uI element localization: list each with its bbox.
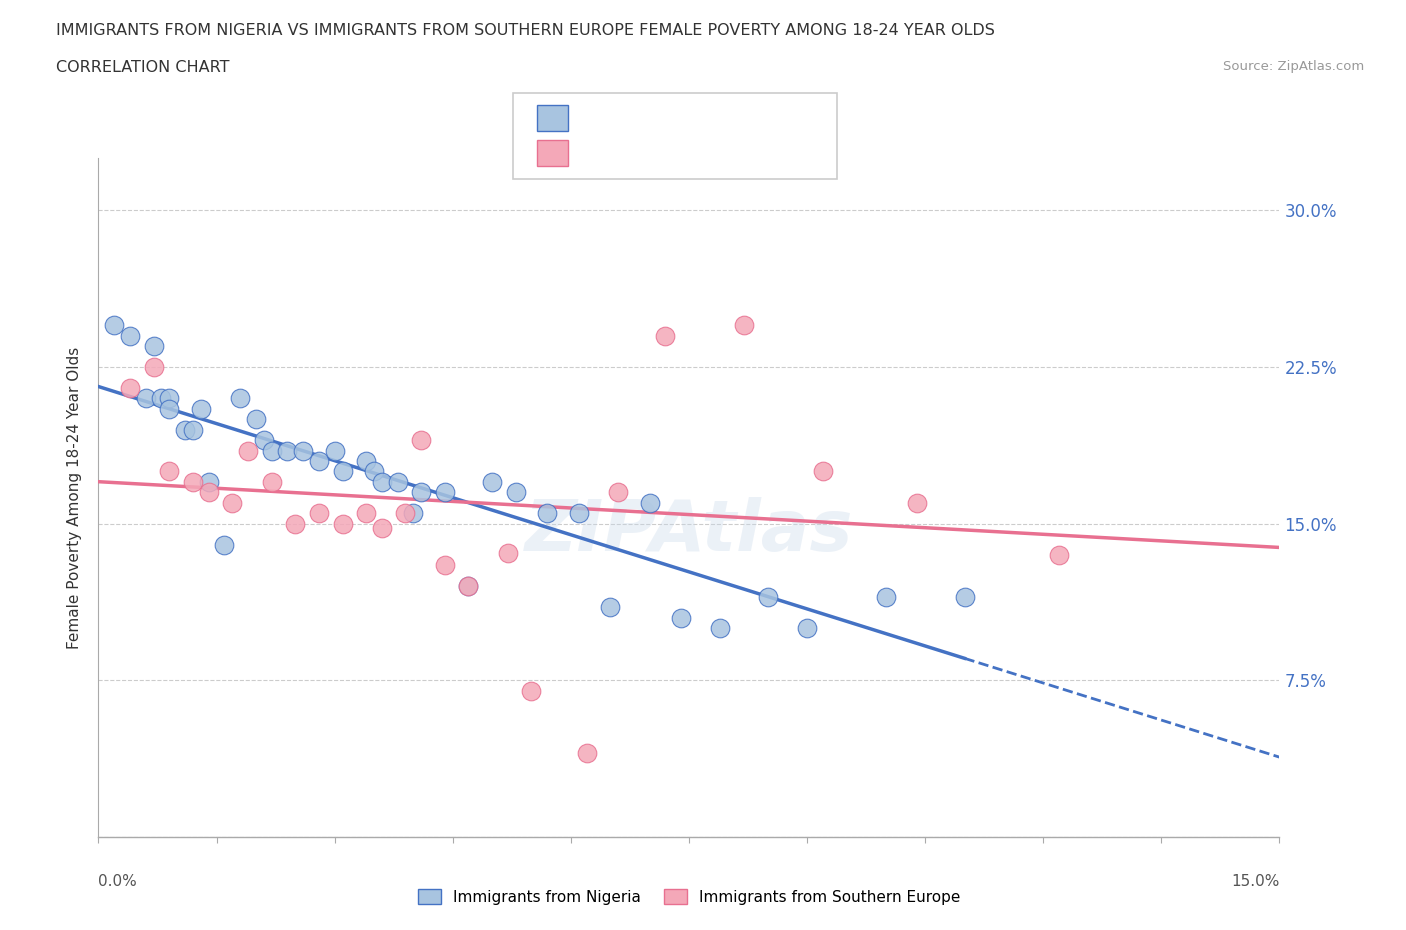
Point [457,578,479,593]
Point [174,422,197,437]
Point [214,538,236,552]
Point [308,506,330,521]
Text: 41: 41 [703,111,725,126]
Point [387,474,409,489]
Text: N =: N = [675,146,711,161]
Point [142,360,165,375]
Point [536,506,558,521]
Y-axis label: Female Poverty Among 18-24 Year Olds: Female Poverty Among 18-24 Year Olds [67,347,83,649]
Text: CORRELATION CHART: CORRELATION CHART [56,60,229,75]
Point [150,391,173,405]
Point [253,432,276,447]
Point [157,464,180,479]
Point [411,485,433,499]
Point [260,474,283,489]
Point [284,516,307,531]
Text: N =: N = [675,111,711,126]
Point [756,590,779,604]
Point [654,328,676,343]
Point [197,474,219,489]
Point [236,443,259,458]
Point [135,391,157,405]
Point [181,474,204,489]
Point [568,506,591,521]
Point [323,443,346,458]
Text: Source: ZipAtlas.com: Source: ZipAtlas.com [1223,60,1364,73]
Point [394,506,416,521]
Point [181,422,204,437]
Text: 15.0%: 15.0% [1232,874,1279,889]
Point [118,328,141,343]
Point [811,464,834,479]
Point [197,485,219,499]
Point [875,590,897,604]
Point [905,496,928,511]
Point [599,600,621,615]
Point [1047,548,1070,563]
Text: 26: 26 [703,146,725,161]
Point [190,402,212,417]
Point [245,412,267,427]
Point [363,464,385,479]
Point [260,443,283,458]
Point [157,391,180,405]
Point [457,578,479,593]
Point [669,610,692,625]
Point [733,318,755,333]
Point [575,746,598,761]
Point [276,443,298,458]
Point [402,506,425,521]
Point [953,590,976,604]
Text: R =: R = [579,111,614,126]
Text: R =: R = [579,146,614,161]
Point [332,464,354,479]
Text: -0.291: -0.291 [610,111,668,126]
Point [142,339,165,353]
Point [354,506,377,521]
Text: 0.0%: 0.0% [98,874,138,889]
Point [411,432,433,447]
Point [354,454,377,469]
Point [157,402,180,417]
Point [481,474,503,489]
Point [505,485,527,499]
Text: ZIPAtlas: ZIPAtlas [524,497,853,566]
Text: 0.115: 0.115 [610,146,666,161]
Point [292,443,315,458]
Point [796,620,818,635]
Point [118,380,141,395]
Point [221,496,243,511]
Legend: Immigrants from Nigeria, Immigrants from Southern Europe: Immigrants from Nigeria, Immigrants from… [412,883,966,910]
Point [332,516,354,531]
Point [308,454,330,469]
Point [607,485,630,499]
Point [371,521,394,536]
Point [371,474,394,489]
Point [638,496,661,511]
Point [496,546,519,561]
Point [520,684,543,698]
Point [433,485,456,499]
Point [433,558,456,573]
Point [709,620,731,635]
Text: IMMIGRANTS FROM NIGERIA VS IMMIGRANTS FROM SOUTHERN EUROPE FEMALE POVERTY AMONG : IMMIGRANTS FROM NIGERIA VS IMMIGRANTS FR… [56,23,995,38]
Point [229,391,252,405]
Point [103,318,125,333]
